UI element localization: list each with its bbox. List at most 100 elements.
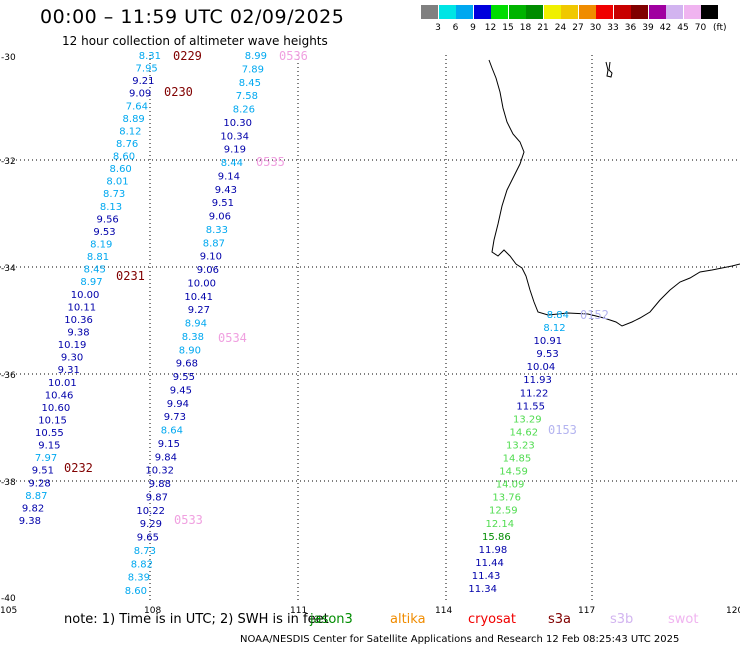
wave-height-value: 8.73	[134, 546, 156, 557]
wave-height-value: 9.30	[61, 353, 83, 364]
wave-height-value: 8.99	[245, 51, 267, 62]
wave-height-value: 10.30	[223, 118, 252, 129]
legend-item-s3b: s3b	[610, 612, 634, 627]
scale-label: 39	[642, 23, 654, 33]
island-outline	[605, 61, 613, 78]
wave-height-value: 10.41	[184, 292, 213, 303]
scale-swatch	[543, 5, 561, 19]
wave-height-value: 9.10	[200, 252, 222, 263]
wave-height-value: 10.60	[42, 403, 71, 414]
wave-height-value: 8.90	[179, 345, 201, 356]
wave-height-value: 8.39	[128, 573, 150, 584]
wave-height-value: 9.88	[149, 479, 171, 490]
wave-height-value: 9.51	[212, 198, 234, 209]
wave-height-value: 9.31	[58, 365, 80, 376]
wave-height-value: 8.60	[110, 164, 132, 175]
wave-height-value: 7.89	[242, 64, 264, 75]
wave-height-value: 8.12	[543, 323, 565, 334]
wave-height-value: 9.82	[22, 503, 44, 514]
scale-label: 36	[624, 23, 637, 33]
scale-label: 6	[452, 23, 459, 33]
scale-swatch	[648, 5, 666, 19]
footer-credit: NOAA/NESDIS Center for Satellite Applica…	[240, 634, 680, 645]
pass-label: 0229	[173, 49, 202, 63]
scale-swatch	[421, 5, 438, 19]
wave-height-value: 8.33	[206, 225, 228, 236]
wave-height-value: 8.13	[100, 202, 122, 213]
wave-height-value: 8.97	[80, 277, 102, 288]
scale-swatch	[683, 5, 701, 19]
wave-height-value: 9.27	[188, 305, 210, 316]
wave-height-value: 10.19	[58, 340, 87, 351]
wave-height-value: 14.85	[503, 454, 532, 465]
wave-height-value: 10.04	[527, 362, 556, 373]
scale-swatch	[456, 5, 473, 19]
pass-label: 0231	[116, 269, 145, 283]
lat-tick-label: -36	[1, 371, 16, 381]
scale-label: 45	[677, 23, 689, 33]
scale-swatch	[438, 5, 456, 19]
scale-label: 33	[607, 23, 619, 33]
wave-height-value: 7.64	[126, 101, 148, 112]
wave-height-value: 9.73	[164, 412, 186, 423]
lon-tick-label: 111	[290, 606, 307, 616]
observation-labels: 8.317.959.219.097.648.898.128.768.608.60…	[19, 49, 609, 597]
scale-label: 3	[435, 23, 441, 33]
wave-height-value: 9.45	[170, 385, 192, 396]
pass-label: 0534	[218, 331, 247, 345]
wave-height-value: 9.06	[197, 265, 219, 276]
lat-tick-label: -34	[1, 264, 16, 274]
wave-height-value: 9.15	[158, 439, 180, 450]
wave-height-value: 10.00	[187, 278, 216, 289]
wave-height-value: 11.93	[523, 375, 552, 386]
wave-height-value: 9.94	[167, 399, 189, 410]
pass-label: 0230	[164, 85, 193, 99]
wave-height-value: 8.12	[119, 126, 141, 137]
wave-height-value: 13.23	[506, 441, 535, 452]
wave-height-value: 9.21	[132, 76, 154, 87]
scale-swatch	[526, 5, 543, 19]
wave-height-value: 8.82	[131, 559, 153, 570]
wave-height-value: 9.19	[224, 145, 246, 156]
lon-tick-label: 108	[144, 606, 161, 616]
wave-height-value: 8.45	[239, 78, 261, 89]
wave-height-value: 13.76	[492, 493, 521, 504]
wave-height-value: 13.29	[513, 414, 542, 425]
scale-label: 30	[589, 23, 602, 33]
wave-height-value: 12.14	[485, 519, 514, 530]
wave-height-value: 9.15	[38, 441, 60, 452]
scale-label: 24	[554, 23, 567, 33]
wave-height-value: 8.94	[185, 319, 207, 330]
wave-height-value: 8.84	[547, 310, 569, 321]
scale-label: 18	[519, 23, 532, 33]
wave-height-value: 8.38	[182, 332, 204, 343]
wave-height-value: 10.36	[64, 315, 93, 326]
scale-swatch	[613, 5, 631, 19]
lon-tick-label: 114	[435, 606, 452, 616]
wave-height-value: 11.98	[479, 545, 508, 556]
wave-height-value: 10.46	[45, 390, 74, 401]
wave-height-value: 9.06	[209, 212, 231, 223]
scale-label: 27	[572, 23, 584, 33]
wave-height-value: 10.11	[67, 302, 96, 313]
wave-height-value: 10.15	[38, 416, 67, 427]
scale-unit-label: (ft)	[713, 23, 727, 33]
lon-tick-label: 105	[0, 606, 17, 616]
wave-height-value: 11.44	[475, 558, 504, 569]
wave-height-value: 9.09	[129, 89, 151, 100]
scale-label: 15	[502, 23, 514, 33]
australia-coastline	[488, 59, 740, 327]
wave-height-value: 11.43	[472, 571, 501, 582]
wave-height-value: 9.29	[140, 519, 162, 530]
wave-height-value: 11.22	[520, 388, 549, 399]
wave-height-value: 11.34	[468, 584, 497, 595]
wave-height-value: 8.73	[103, 189, 125, 200]
wave-height-value: 8.19	[90, 240, 112, 251]
wave-height-value: 9.53	[93, 227, 115, 238]
wave-height-value: 8.81	[87, 252, 109, 263]
scale-swatch	[596, 5, 613, 19]
wave-height-value: 15.86	[482, 532, 511, 543]
scale-swatch	[666, 5, 683, 19]
legend-item-s3a: s3a	[548, 612, 572, 627]
